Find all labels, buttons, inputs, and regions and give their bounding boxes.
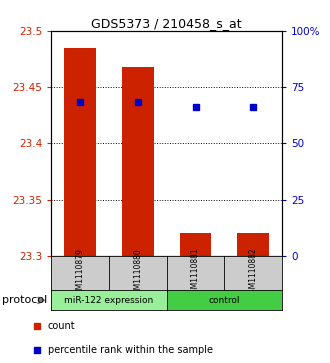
- Bar: [64, 48, 96, 256]
- Bar: [122, 67, 154, 256]
- Text: GSM1110880: GSM1110880: [133, 248, 142, 298]
- Bar: [237, 233, 269, 256]
- Text: protocol: protocol: [2, 295, 47, 305]
- Text: GSM1110882: GSM1110882: [249, 248, 258, 298]
- Bar: [180, 233, 212, 256]
- Text: count: count: [48, 321, 75, 331]
- Title: GDS5373 / 210458_s_at: GDS5373 / 210458_s_at: [91, 17, 242, 30]
- Text: miR-122 expression: miR-122 expression: [64, 296, 153, 305]
- Text: percentile rank within the sample: percentile rank within the sample: [48, 344, 213, 355]
- Text: GSM1110881: GSM1110881: [191, 248, 200, 298]
- Text: GSM1110879: GSM1110879: [76, 248, 84, 299]
- Text: control: control: [209, 296, 240, 305]
